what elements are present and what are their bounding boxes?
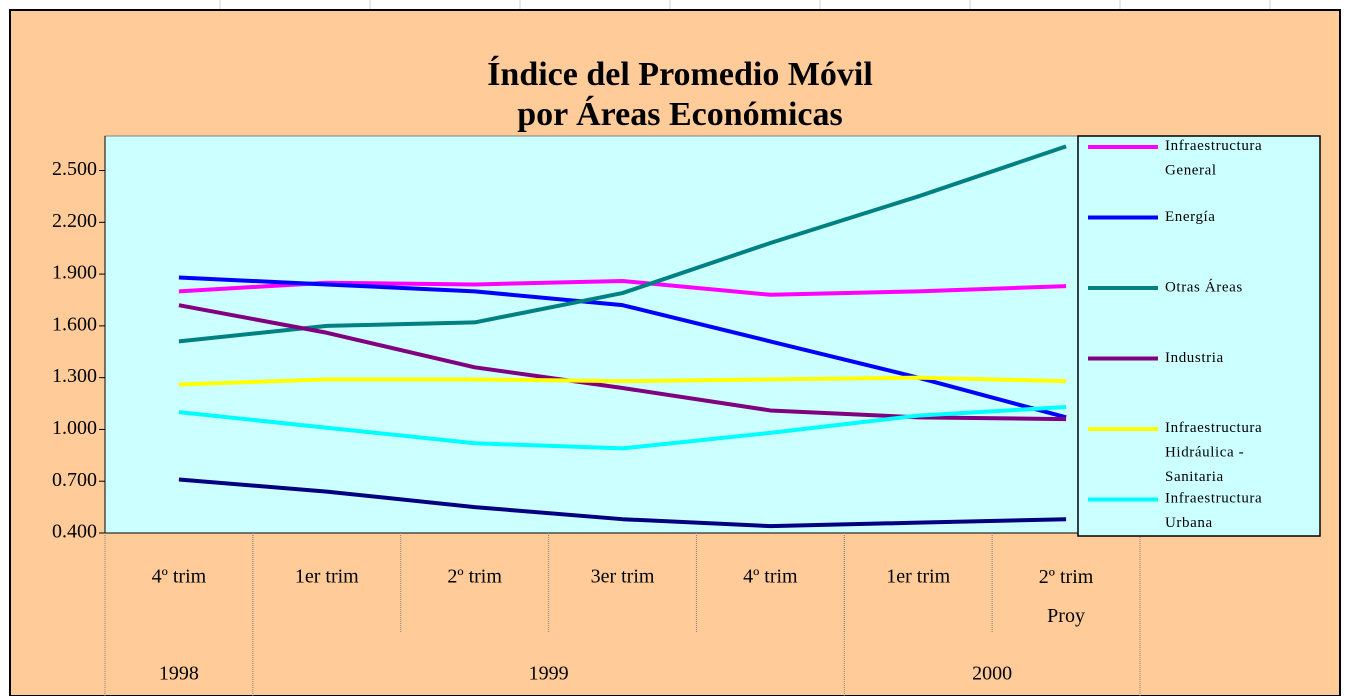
legend-label: Otras Áreas xyxy=(1165,278,1243,295)
legend-label: Infraestructura General xyxy=(1165,138,1262,179)
y-tick-label: 2.200 xyxy=(52,210,97,232)
series-line xyxy=(178,404,1067,451)
plot-area xyxy=(104,135,1141,534)
y-tick-label: 1.600 xyxy=(52,313,97,335)
legend-label: Infraestructura Urbana xyxy=(1165,491,1262,532)
x-tick-label: 2º trim xyxy=(447,566,502,588)
legend-label: Energía xyxy=(1165,209,1216,225)
y-tick-label: 1.900 xyxy=(52,262,97,284)
legend-label: Industria xyxy=(1165,350,1224,366)
x-tick-label: 3er trim xyxy=(591,566,655,588)
series-line xyxy=(178,144,1067,344)
series-line xyxy=(178,375,1067,387)
y-tick-label: 0.700 xyxy=(52,469,97,491)
x-tick-label: 2º trim Proy xyxy=(1039,566,1094,627)
legend xyxy=(1077,135,1321,537)
group-label: 1998 xyxy=(159,663,199,685)
group-label: 2000 xyxy=(972,663,1012,685)
legend-label: Infraestructura Hidráulica -Sanitaria xyxy=(1165,420,1262,485)
x-tick-label: 4º trim xyxy=(743,566,798,588)
sheet-grid xyxy=(219,0,1271,10)
x-tick-label: 1er trim xyxy=(886,566,950,588)
y-tick-label: 0.400 xyxy=(52,521,97,543)
y-tick-label: 1.300 xyxy=(52,365,97,387)
chart-subtitle: por Áreas Económicas xyxy=(517,96,843,133)
y-tick-label: 1.000 xyxy=(52,417,97,439)
chart-title: Índice del Promedio Móvil xyxy=(487,56,873,93)
x-tick-label: 1er trim xyxy=(295,566,359,588)
x-tick-label: 4º trim xyxy=(152,566,207,588)
group-label: 1999 xyxy=(529,663,569,685)
series-line xyxy=(178,477,1067,529)
y-tick-label: 2.500 xyxy=(52,158,97,180)
